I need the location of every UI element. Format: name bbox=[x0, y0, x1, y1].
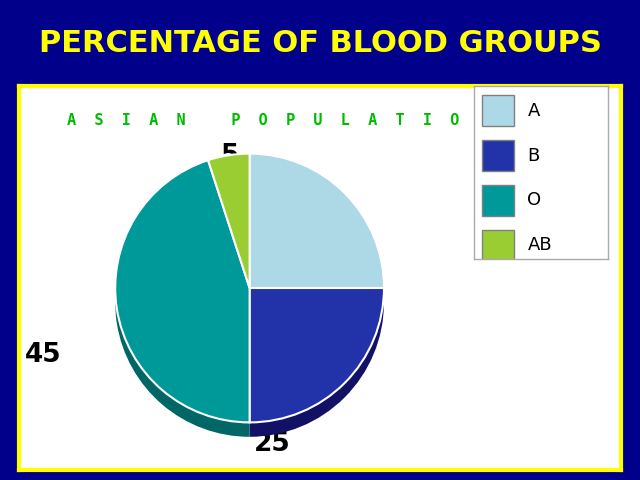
FancyBboxPatch shape bbox=[482, 95, 514, 126]
Wedge shape bbox=[208, 168, 250, 302]
Text: 25: 25 bbox=[253, 431, 291, 456]
FancyBboxPatch shape bbox=[482, 230, 514, 261]
Text: A  S  I  A  N     P  O  P  U  L  A  T  I  O  N: A S I A N P O P U L A T I O N bbox=[67, 113, 487, 128]
Text: 5: 5 bbox=[221, 143, 239, 168]
Wedge shape bbox=[250, 288, 384, 422]
FancyBboxPatch shape bbox=[482, 185, 514, 216]
Wedge shape bbox=[250, 168, 384, 302]
Wedge shape bbox=[115, 175, 250, 437]
Wedge shape bbox=[208, 154, 250, 288]
FancyBboxPatch shape bbox=[482, 140, 514, 171]
Text: PERCENTAGE OF BLOOD GROUPS: PERCENTAGE OF BLOOD GROUPS bbox=[38, 29, 602, 58]
Wedge shape bbox=[115, 160, 250, 422]
Text: AB: AB bbox=[527, 236, 552, 254]
Text: 45: 45 bbox=[25, 342, 61, 368]
Text: 25: 25 bbox=[482, 227, 519, 253]
Wedge shape bbox=[250, 302, 384, 437]
Text: A: A bbox=[527, 102, 540, 120]
Text: B: B bbox=[527, 146, 540, 165]
Text: O: O bbox=[527, 192, 541, 209]
Wedge shape bbox=[250, 154, 384, 288]
